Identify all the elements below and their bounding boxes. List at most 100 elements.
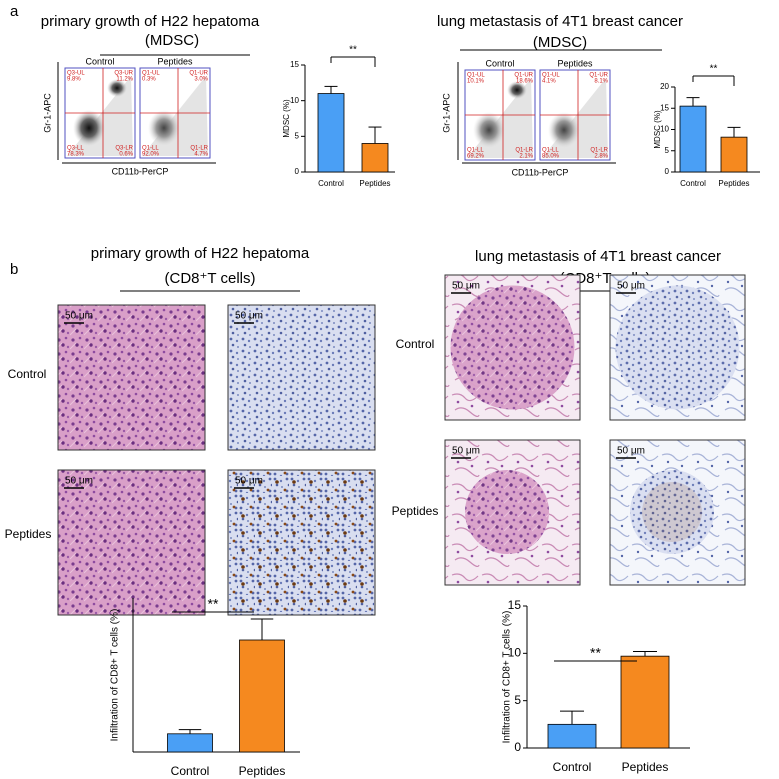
y-axis-label: MDSC (%) [282,99,291,138]
quadrant-name: Q1-UR [189,71,208,77]
quadrant-value: 11.2% [116,77,133,83]
quadrant-name: Q1-LL [467,148,484,154]
quadrant-name: Q1-UL [142,71,160,77]
quadrant-value: 92.0% [142,152,160,158]
row-label: Peptides [392,504,439,518]
quadrant-value: 78.3% [67,152,85,158]
density-blob [148,110,180,146]
density-blob [473,112,505,148]
significance-label: ** [710,64,718,75]
y-tick-label: 15 [508,598,522,612]
y-tick-label: 20 [660,82,669,91]
tumor-nodule [450,285,575,410]
significance-label: ** [349,45,357,56]
bar [620,655,670,749]
quadrant-value: 18.6% [516,79,534,85]
y-tick-label: 0 [665,167,670,176]
quadrant-name: Q3-UL [67,71,85,77]
quadrant-value: 2.1% [519,154,533,160]
density-blob [507,81,527,99]
quadrant-value: 9.8% [67,77,81,83]
micrograph [57,469,206,616]
bar [361,143,389,173]
x-tick-label: Peptides [359,179,390,188]
x-tick-label: Control [680,179,706,188]
scale-bar-label: 50 μm [617,446,645,457]
x-tick-label: Control [171,764,210,778]
x-tick-label: Peptides [239,764,286,778]
density-blob [73,110,105,146]
quadrant-name: Q1-LR [515,148,533,154]
y-tick-label: 5 [514,693,521,707]
quadrant-value: 4.7% [194,152,208,158]
bar [317,93,345,173]
y-tick-label: 0 [514,740,521,754]
quadrant-value: 8.1% [594,79,608,85]
quadrant-name: Q3-LR [115,146,133,152]
quadrant-value: 4.1% [542,79,556,85]
micrograph [227,469,376,616]
y-axis-label: MDSC (%) [653,110,662,149]
y-tick-label: 5 [295,131,300,140]
row-label: Control [396,337,435,351]
quadrant-name: Q1-LR [190,146,208,152]
section-subtitle: (MDSC) [533,34,587,51]
scale-bar-label: 50 μm [65,476,93,487]
plot-title: Control [485,58,514,68]
axis-label: Gr-1-APC [441,93,451,133]
y-tick-label: 15 [660,103,669,112]
plot-title: Control [85,56,114,66]
scale-bar-label: 50 μm [235,311,263,322]
section-subtitle: (MDSC) [145,32,199,49]
x-tick-label: Peptides [718,179,749,188]
quadrant-name: Q1-UL [542,73,560,79]
section-title: lung metastasis of 4T1 breast cancer [475,248,721,265]
cd8-staining [642,482,702,542]
panel-label: a [10,3,19,20]
quadrant-value: 10.1% [467,79,485,85]
quadrant-name: Q1-LL [142,146,159,152]
bar [239,639,285,753]
bar [547,723,597,749]
quadrant-name: Q1-UR [514,73,533,79]
density-blob [548,112,580,148]
quadrant-name: Q3-UR [114,71,133,77]
row-label: Peptides [5,527,52,541]
bar [679,105,707,173]
scale-bar-label: 50 μm [65,311,93,322]
quadrant-name: Q1-UR [589,73,608,79]
tumor-nodule [630,470,714,554]
axis-label: CD11b-PerCP [512,167,569,177]
quadrant-value: 0.3% [142,77,156,83]
plot-title: Peptides [157,56,193,66]
panel-label: b [10,261,18,278]
density-blob [107,79,127,97]
axis-label: Gr-1-APC [42,93,52,133]
section-title: lung metastasis of 4T1 breast cancer [437,13,683,30]
section-title: primary growth of H22 hepatoma [91,245,310,262]
quadrant-value: 69.2% [467,154,485,160]
scale-bar-label: 50 μm [235,476,263,487]
quadrant-value: 3.0% [194,77,208,83]
y-tick-label: 0 [295,167,300,176]
bar [720,136,748,173]
x-tick-label: Peptides [622,760,669,774]
y-tick-label: 10 [660,125,669,134]
tumor-nodule [615,285,740,410]
y-tick-label: 15 [290,60,299,69]
quadrant-name: Q1-UL [467,73,485,79]
y-tick-label: 5 [665,146,670,155]
scale-bar-label: 50 μm [452,446,480,457]
scale-bar-label: 50 μm [617,281,645,292]
section-title: primary growth of H22 hepatoma [41,13,260,30]
bar [167,733,213,753]
quadrant-name: Q1-LR [590,148,608,154]
quadrant-name: Q1-LL [542,148,559,154]
quadrant-value: 0.6% [119,152,133,158]
y-tick-label: 10 [508,646,522,660]
tumor-nodule [465,470,549,554]
micrograph [227,304,376,451]
y-tick-label: 10 [290,96,299,105]
